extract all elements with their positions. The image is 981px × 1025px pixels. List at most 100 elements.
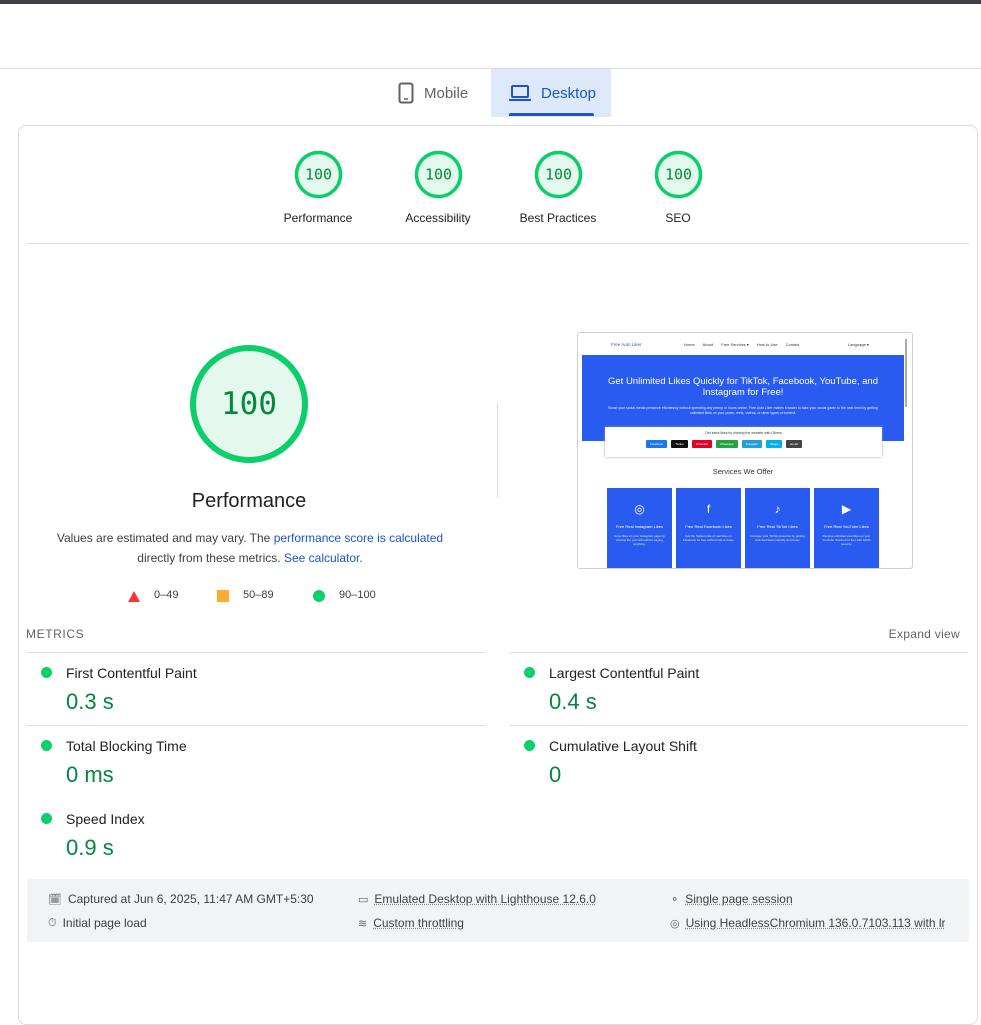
- footer-text: Custom throttling: [373, 916, 464, 930]
- divider: [0, 68, 981, 69]
- footer-icon: ≋: [358, 917, 368, 930]
- metric-value: 0.4 s: [549, 689, 597, 714]
- gauge: 100: [654, 150, 702, 198]
- metric-value: 0 ms: [66, 762, 114, 787]
- main-title: Performance: [191, 490, 307, 512]
- note: directly from these metrics. See calcula…: [40, 551, 460, 565]
- gauge-score: 100: [544, 165, 571, 183]
- gauge-arc: [190, 345, 308, 463]
- preview-heading: Get Unlimited Likes Quickly for TikTok, …: [608, 376, 879, 398]
- gauge-arc: [414, 150, 462, 198]
- preview-nav-item: Free Services ▾: [721, 342, 749, 347]
- tab-mobile[interactable]: Mobile: [398, 69, 468, 117]
- note-text: .: [359, 551, 363, 565]
- preview-button: Telegram: [741, 440, 763, 448]
- preview-buttons: Facebook Twitter Pinterest WhatsApp Telegram…: [646, 440, 802, 448]
- metric-dot: [524, 740, 535, 751]
- legend-label: 90–100: [339, 589, 376, 601]
- metric-value: 0.9 s: [66, 835, 114, 860]
- card-icon: ◎: [634, 502, 645, 516]
- footer-icon: 🗓: [48, 893, 62, 906]
- legend-circle: [313, 590, 325, 602]
- gauge-label: Performance: [283, 211, 353, 225]
- footer-text: Captured at Jun 6, 2025, 11:47 AM GMT+5:…: [67, 892, 314, 906]
- tab-desktop[interactable]: Desktop: [491, 69, 611, 117]
- preview-button: Pinterest: [692, 440, 712, 448]
- footer: [27, 879, 969, 942]
- tab-label: Mobile: [424, 84, 469, 102]
- gauge: 100: [534, 150, 582, 198]
- gauge: 100: [414, 150, 462, 198]
- footer-item: ≋ Custom throttling: [358, 916, 464, 930]
- metric-dot: [41, 813, 52, 824]
- legend-label: 0–49: [154, 589, 179, 601]
- preview-brand: Free Auto Liker: [611, 342, 642, 347]
- tab-label: Desktop: [541, 84, 597, 102]
- metric-dot: [524, 667, 535, 678]
- preview-button: Twitter: [671, 440, 689, 448]
- divider: [497, 403, 498, 498]
- metric-value: 0.3 s: [66, 689, 114, 714]
- gauge-label: SEO: [665, 211, 691, 225]
- preview-share-text: Get extra likes by sharing the website w…: [705, 431, 782, 435]
- preview-nav-item: How to Use: [756, 342, 778, 347]
- tab-indicator: [509, 113, 594, 116]
- gauge-score: 100: [664, 165, 691, 183]
- link[interactable]: performance score is calculated: [273, 531, 444, 545]
- card-title: Free Real TikTok Likes: [757, 524, 798, 529]
- preview-services: Services We Offer: [712, 467, 774, 476]
- metric-name: Speed Index: [66, 811, 145, 827]
- preview-button: Email: [786, 440, 802, 448]
- footer-icon: ⚬: [670, 893, 680, 906]
- card-text: Get the highest rate of real likes on Fa…: [682, 534, 735, 542]
- footer-item: ◎ Using HeadlessChromium 136.0.7103.113 w…: [670, 916, 945, 930]
- footer-text: Single page session: [685, 892, 793, 906]
- metric-value: 0: [549, 762, 562, 787]
- scrollbar: [905, 339, 907, 407]
- card-icon: ♪: [774, 502, 781, 516]
- footer-icon: ⏱: [48, 916, 57, 929]
- preview-nav-item: Home: [684, 342, 695, 347]
- footer-text: Using HeadlessChromium 136.0.7103.113 wi…: [685, 916, 945, 930]
- preview-nav-item: About: [702, 342, 714, 347]
- note-text: Values are estimated and may vary. The: [56, 531, 271, 545]
- top-bar: [0, 0, 981, 4]
- mobile-icon: [398, 82, 414, 104]
- expand-view[interactable]: Expand view: [888, 627, 960, 641]
- preview-card: ▶ Free Real YouTube Likes Receive unlimite…: [814, 488, 879, 568]
- preview-language: Language ▾: [848, 342, 869, 347]
- metrics-heading: METRICS: [26, 627, 85, 641]
- gauge-arc: [534, 150, 582, 198]
- preview-button: WhatsApp: [715, 440, 738, 448]
- metric-divider: [26, 725, 486, 726]
- metric-divider: [509, 725, 968, 726]
- metric-name: First Contentful Paint: [66, 665, 197, 681]
- footer-item: ⏱ Initial page load: [48, 916, 147, 930]
- link[interactable]: See calculator: [283, 551, 360, 565]
- card-text: Increase your TikTok presence by getting…: [750, 534, 805, 542]
- preview-hero: [582, 355, 904, 441]
- gauge: 100: [294, 150, 342, 198]
- preview-card: ♪ Free Real TikTok Likes Increase your Tik…: [745, 488, 810, 568]
- divider: [26, 243, 969, 244]
- gauge-arc: [294, 150, 342, 198]
- gauge-label: Best Practices: [519, 211, 597, 225]
- preview-nav: Home About Free Services ▾ How to Use Contac…: [684, 342, 799, 347]
- preview-card: ◎ Free Real Instagram Likes Grow likes on …: [607, 488, 672, 568]
- desktop-icon: [509, 85, 531, 101]
- card-icon: ▶: [841, 502, 852, 516]
- gauge-score: 100: [304, 165, 331, 183]
- card-text: Receive unlimited post likes on your You…: [822, 534, 871, 546]
- card-title: Free Real YouTube Likes: [824, 524, 869, 529]
- legend-square: [217, 590, 229, 602]
- footer-icon: ◎: [670, 917, 680, 930]
- preview-intro: Boost your social media presence effortl…: [608, 406, 878, 415]
- footer-item: 🗓 Captured at Jun 6, 2025, 11:47 AM GMT+5…: [48, 892, 314, 906]
- card-text: Grow likes on your Instagram page by sha…: [614, 534, 665, 546]
- metric-dot: [41, 740, 52, 751]
- page-screenshot: Free Auto Liker Home About Free Services ▾…: [577, 332, 913, 569]
- legend-triangle: [128, 591, 140, 602]
- gauge-score: 100: [221, 386, 277, 422]
